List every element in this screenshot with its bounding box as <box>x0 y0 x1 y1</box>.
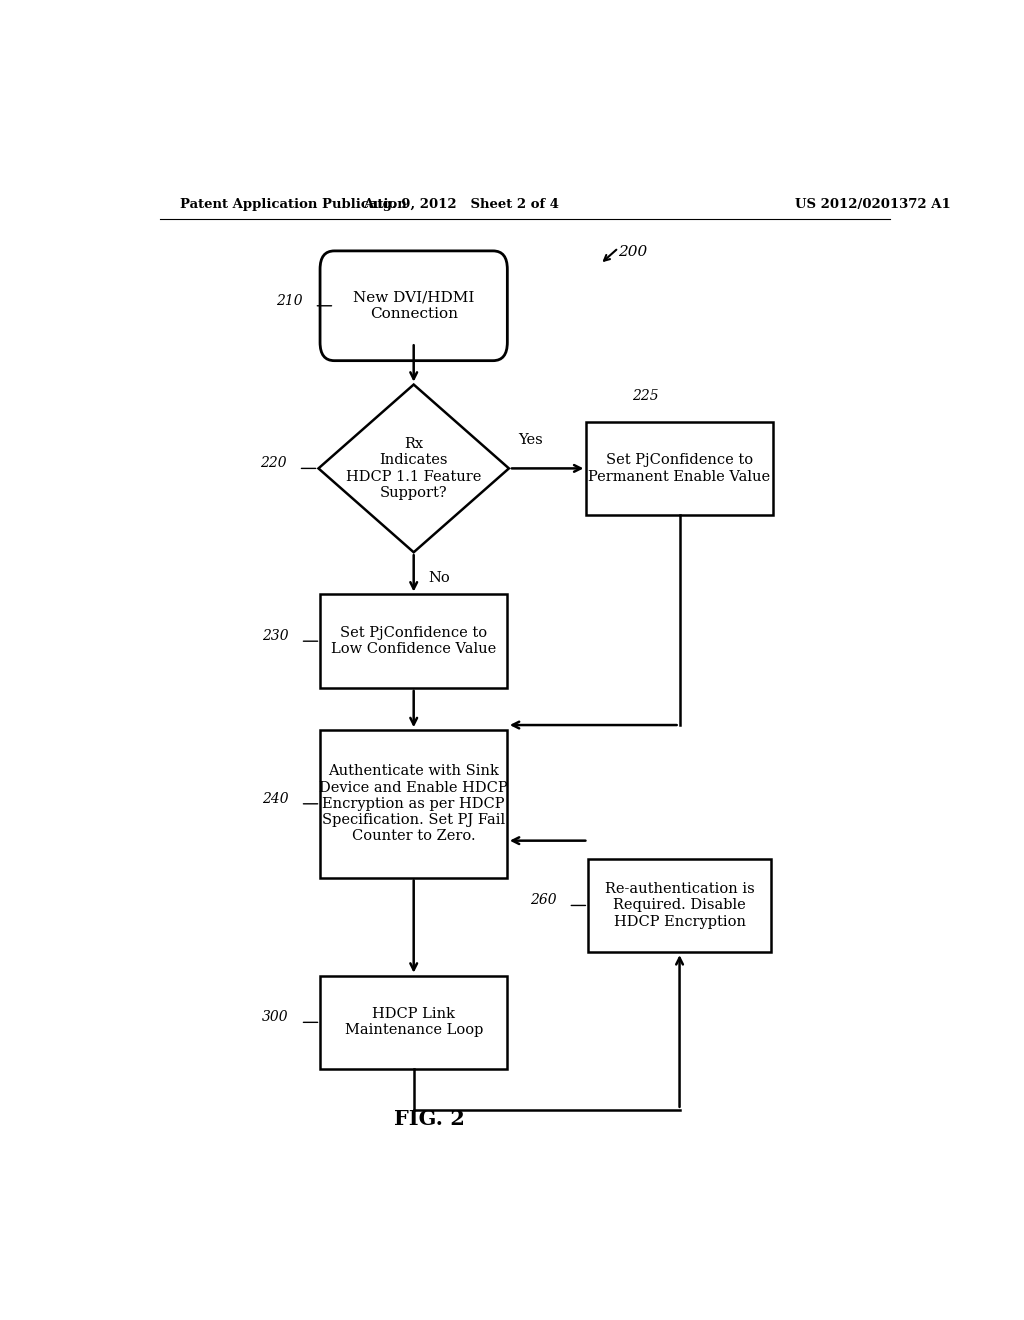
Bar <box>321 594 507 688</box>
Text: New DVI/HDMI
Connection: New DVI/HDMI Connection <box>353 290 474 321</box>
Text: Set PjConfidence to
Permanent Enable Value: Set PjConfidence to Permanent Enable Val… <box>589 453 771 483</box>
Bar <box>587 421 773 515</box>
FancyBboxPatch shape <box>321 251 507 360</box>
Text: Patent Application Publication: Patent Application Publication <box>179 198 407 211</box>
Text: Aug. 9, 2012   Sheet 2 of 4: Aug. 9, 2012 Sheet 2 of 4 <box>364 198 559 211</box>
Text: FIG. 2: FIG. 2 <box>394 1109 465 1129</box>
Text: 230: 230 <box>262 630 289 643</box>
Text: Rx
Indicates
HDCP 1.1 Feature
Support?: Rx Indicates HDCP 1.1 Feature Support? <box>346 437 481 500</box>
Text: HDCP Link
Maintenance Loop: HDCP Link Maintenance Loop <box>344 1007 483 1038</box>
Text: 300: 300 <box>262 1010 289 1024</box>
Text: 260: 260 <box>529 894 556 907</box>
Text: 210: 210 <box>275 293 303 308</box>
Text: 240: 240 <box>262 792 289 805</box>
Bar <box>321 975 507 1069</box>
Bar <box>588 859 771 952</box>
Text: No: No <box>428 570 450 585</box>
Polygon shape <box>318 384 509 552</box>
Text: 225: 225 <box>632 389 658 403</box>
Text: Yes: Yes <box>518 433 543 447</box>
Text: 220: 220 <box>260 457 287 470</box>
Text: Re-authentication is
Required. Disable
HDCP Encryption: Re-authentication is Required. Disable H… <box>605 882 755 929</box>
Bar <box>321 730 507 878</box>
Text: US 2012/0201372 A1: US 2012/0201372 A1 <box>795 198 950 211</box>
Text: 200: 200 <box>618 246 648 259</box>
Text: Set PjConfidence to
Low Confidence Value: Set PjConfidence to Low Confidence Value <box>331 626 497 656</box>
Text: Authenticate with Sink
Device and Enable HDCP
Encryption as per HDCP
Specificati: Authenticate with Sink Device and Enable… <box>319 764 508 843</box>
